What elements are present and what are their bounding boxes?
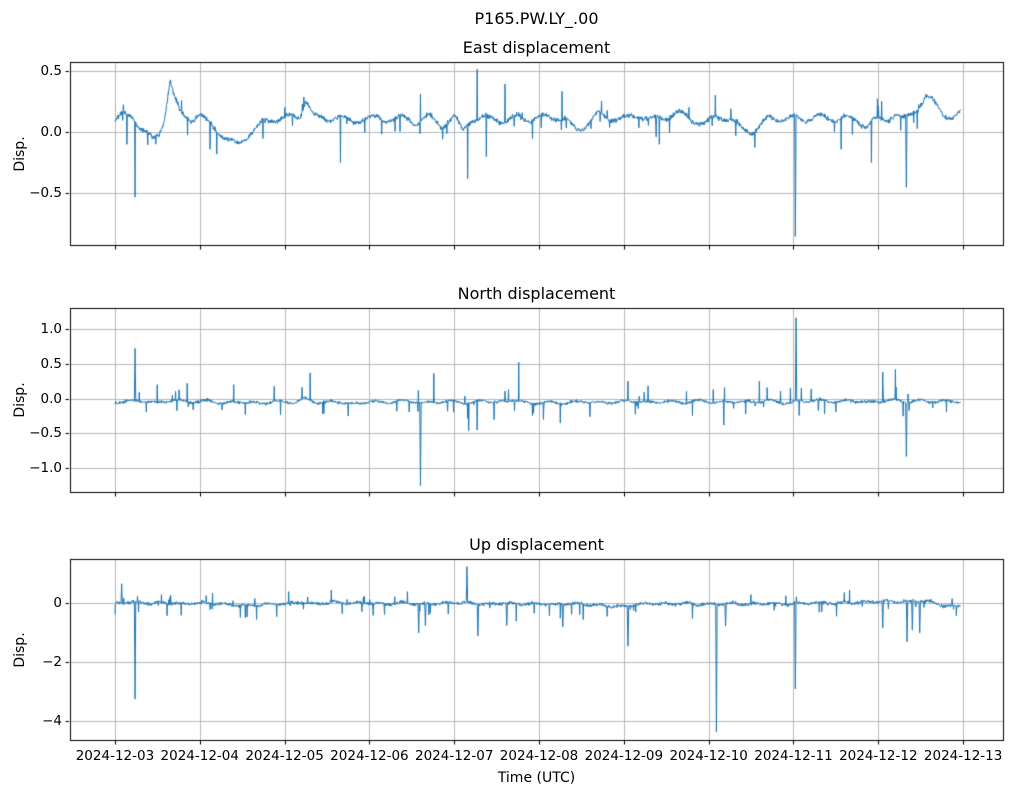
- y-tick-label: 0.0: [40, 124, 62, 140]
- y-tick-label: −0.5: [29, 425, 62, 442]
- y-tick-label: −2: [42, 654, 62, 671]
- y-tick-label: −1.0: [29, 460, 62, 477]
- x-tick-label: 2024-12-06: [330, 748, 409, 764]
- x-tick-label: 2024-12-04: [160, 748, 239, 764]
- x-tick-label: 2024-12-10: [669, 748, 748, 764]
- x-tick-label: 2024-12-12: [839, 748, 918, 764]
- y-tick-label: 0.5: [40, 62, 62, 79]
- x-tick-label: 2024-12-07: [414, 748, 494, 764]
- y-axis-label-east: Disp.: [12, 136, 28, 172]
- y-tick-label: 0: [53, 595, 62, 612]
- x-tick-label: 2024-12-09: [584, 748, 664, 764]
- y-tick-label: −4: [42, 713, 62, 730]
- y-tick-label: 0.0: [40, 390, 62, 407]
- panel-title-north: North displacement: [457, 284, 616, 303]
- panel-title-east: East displacement: [462, 38, 611, 57]
- y-tick-label: 1.0: [40, 320, 62, 337]
- x-tick-label: 2024-12-08: [499, 748, 579, 764]
- panel-title-up: Up displacement: [469, 535, 604, 554]
- x-tick-label: 2024-12-11: [754, 748, 833, 764]
- y-tick-label: −0.5: [29, 185, 62, 202]
- x-axis-label: Time (UTC): [497, 770, 576, 786]
- figure-title: P165.PW.LY_.00: [474, 9, 599, 28]
- y-tick-label: 0.5: [40, 355, 62, 372]
- x-tick-label: 2024-12-13: [923, 748, 1003, 764]
- x-tick-label: 2024-12-03: [75, 748, 155, 764]
- x-tick-label: 2024-12-05: [245, 748, 324, 764]
